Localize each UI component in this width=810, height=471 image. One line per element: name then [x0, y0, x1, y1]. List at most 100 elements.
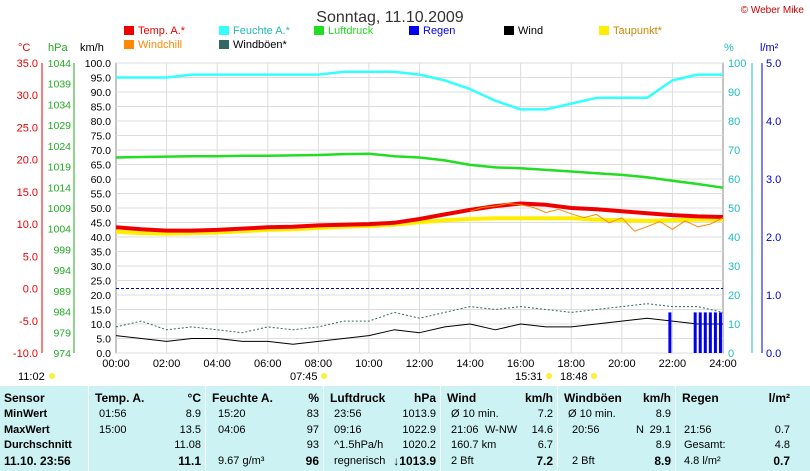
- temp-tick-label: 35.0: [17, 58, 38, 70]
- temp-tick-label: 20.0: [17, 155, 38, 167]
- legend-swatch: [219, 26, 229, 35]
- wind-tick-label: 100.0: [85, 58, 111, 70]
- humidity-tick-label: 70: [728, 145, 740, 157]
- x-tick-label: 04:00: [203, 358, 231, 370]
- axis-units: °C hPa km/h % l/m²: [18, 42, 779, 54]
- gust-current-value: 8.9: [654, 454, 671, 468]
- rain-tick-label: 1.0: [766, 290, 781, 302]
- x-tick-label: 16:00: [507, 358, 535, 370]
- weather-chart: Sonntag, 11.10.2009 © Weber Mike Temp. A…: [13, 5, 805, 383]
- min-row-label: MinWert: [4, 408, 48, 420]
- pressure-max-value: 1022.9: [402, 424, 436, 436]
- wind-tick-label: 90.0: [91, 87, 112, 99]
- temp-tick-label: -10.0: [13, 348, 38, 360]
- wind-max-time: 21:06: [451, 424, 479, 436]
- wind-avg-value: 6.7: [537, 439, 553, 451]
- x-tick-label: 06:00: [254, 358, 282, 370]
- legend-label: Windböen*: [233, 39, 288, 51]
- pressure-tick-label: 1024: [48, 141, 72, 153]
- legend-swatch: [124, 26, 134, 35]
- rain-total-value: 4.8: [774, 439, 790, 451]
- pressure-tick-label: 1019: [48, 162, 72, 174]
- wind-col-title: Wind: [447, 391, 477, 405]
- rain-tick-label: 3.0: [766, 174, 781, 186]
- wind-tick-label: 80.0: [91, 116, 112, 128]
- temp-column: Temp. A. °C 01:56 8.9 15:00 13.5 11.08 11.1: [89, 386, 206, 471]
- rain-bar: [698, 312, 702, 353]
- pressure-tick-label: 1009: [48, 203, 72, 215]
- temp-min-time: 01:56: [99, 408, 127, 420]
- temp-tick-label: 5.0: [23, 251, 38, 263]
- gust-min-label: Ø 10 min.: [568, 408, 616, 420]
- avg-row-label: Durchschnitt: [4, 439, 72, 451]
- wind-max-value: 14.6: [531, 424, 553, 436]
- wind-current-value: 7.2: [536, 454, 553, 468]
- pressure-min-time: 23:56: [334, 408, 362, 420]
- gust-col-unit: km/h: [642, 391, 671, 405]
- legend-swatch: [314, 26, 324, 35]
- rain-total-label: Gesamt:: [684, 439, 726, 451]
- x-tick-label: 14:00: [456, 358, 484, 370]
- rain-col-title: Regen: [682, 391, 719, 405]
- series-layer: [115, 70, 724, 353]
- wind-beaufort-label: 2 Bft: [451, 455, 474, 467]
- wind-tick-label: 55.0: [91, 189, 112, 201]
- temp-max-time: 15:00: [99, 424, 127, 436]
- rain-col-unit: l/m²: [768, 391, 790, 405]
- humidity-tick-label: 0: [728, 348, 734, 360]
- wind-tick-label: 65.0: [91, 160, 112, 172]
- rain-bar: [708, 312, 712, 353]
- rain-max-value: 0.7: [774, 424, 790, 436]
- series-line: [115, 216, 723, 236]
- humidity-tick-label: 100: [728, 58, 746, 70]
- pressure-tick-label: 1029: [48, 120, 72, 132]
- wind-tick-label: 50.0: [91, 203, 112, 215]
- wind-tick-label: 30.0: [91, 261, 112, 273]
- wind-tick-label: 45.0: [91, 218, 112, 230]
- max-row-label: MaxWert: [4, 424, 50, 436]
- wind-min-label: Ø 10 min.: [451, 408, 499, 420]
- x-tick-label: 24:00: [709, 358, 737, 370]
- sun-icon: [49, 373, 55, 379]
- sensor-column: Sensor MinWert MaxWert Durchschnitt 11.1…: [0, 386, 89, 471]
- time-marker-label: 11:02: [18, 371, 45, 383]
- wind-max-direction: W-NW: [485, 424, 518, 436]
- humidity-avg-value: 93: [306, 439, 319, 451]
- legend-swatch: [504, 26, 514, 35]
- legend-label: Temp. A.*: [138, 25, 186, 37]
- humidity-max-time: 04:06: [218, 424, 246, 436]
- rain-tick-label: 4.0: [766, 116, 781, 128]
- pressure-column: Luftdruck hPa 23:56 1013.9 09:16 1022.9 ^1.…: [324, 386, 441, 471]
- temp-max-value: 13.5: [179, 424, 201, 436]
- humidity-tick-label: 60: [728, 174, 740, 186]
- pressure-tick-label: 1034: [48, 99, 72, 111]
- humidity-tick-label: 10: [728, 319, 740, 331]
- sun-icon: [321, 373, 327, 379]
- rain-column: Regen l/m² 21:56 0.7 Gesamt: 4.8 4.8 l/m² 0.…: [676, 386, 810, 471]
- rain-bar: [718, 312, 722, 353]
- temp-current-value: 11.1: [178, 454, 201, 468]
- legend-label: Regen: [423, 25, 455, 37]
- legend-swatch: [409, 26, 419, 35]
- temp-tick-label: 30.0: [17, 90, 38, 102]
- pressure-tick-label: 989: [53, 286, 71, 298]
- rain-bar: [703, 312, 707, 353]
- wind-col-unit: km/h: [524, 391, 553, 405]
- series-line: [469, 203, 724, 232]
- rain-sum-label: 4.8 l/m²: [684, 455, 721, 467]
- humidity-min-value: 83: [306, 408, 319, 420]
- pressure-tick-label: 1014: [48, 182, 72, 194]
- pressure-tick-label: 1044: [48, 58, 72, 70]
- rain-unit-label: l/m²: [760, 42, 779, 54]
- pressure-max-time: 09:16: [334, 424, 362, 436]
- humidity-max-value: 97: [306, 424, 319, 436]
- series-line: [116, 70, 723, 111]
- series-line: [115, 152, 724, 189]
- legend-label: Wind: [518, 25, 543, 37]
- pressure-col-title: Luftdruck: [330, 391, 386, 405]
- humidity-unit-label: %: [724, 42, 734, 54]
- humidity-column: Feuchte A.% 15:20 83 04:06 97 93 9.67 g/m³…: [206, 386, 324, 471]
- humidity-tick-label: 40: [728, 232, 740, 244]
- gust-max-time: 20:56: [572, 424, 600, 436]
- time-marker-label: 15:31: [515, 371, 543, 383]
